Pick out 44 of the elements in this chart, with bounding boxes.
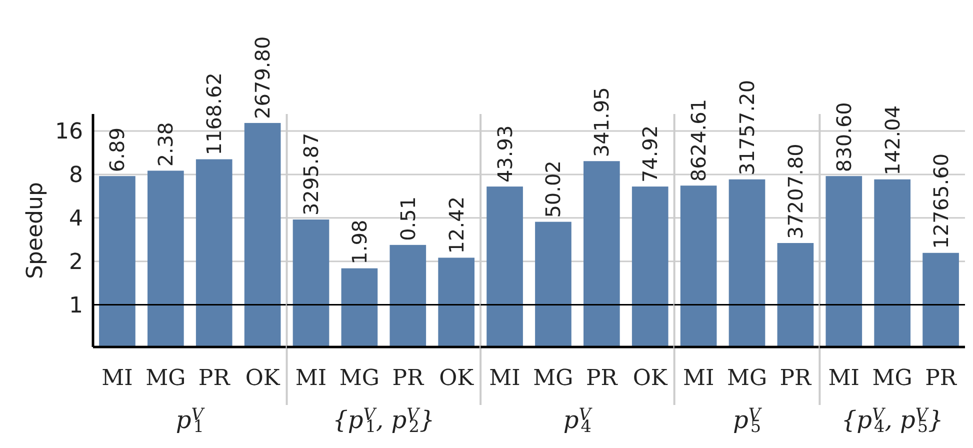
y-tick-label: 16: [55, 120, 83, 145]
x-tick-label: MG: [146, 366, 186, 391]
y-tick-label: 8: [69, 163, 83, 188]
y-tick-label: 4: [69, 206, 83, 232]
annotation: 3295.87: [299, 132, 323, 216]
annotation: 12.42: [444, 196, 468, 254]
x-tick-label: MI: [102, 366, 133, 391]
annotation: 1168.62: [202, 72, 226, 156]
x-tick-label: MI: [489, 366, 520, 391]
annotation: 12765.60: [928, 153, 953, 249]
annotation: 2679.80: [250, 36, 275, 119]
annotation: 2.38: [154, 122, 178, 167]
x-tick-label: MI: [828, 366, 860, 391]
annotation: 31757.20: [735, 80, 759, 176]
annotation: 830.60: [832, 102, 856, 172]
x-axis-title: {p$^{V}$$_{4}$, p$^{V}$$_{5}$}: [841, 404, 944, 436]
x-tick-label: MG: [339, 366, 380, 391]
y-tick-label: 1: [69, 294, 83, 318]
annotation: 43.93: [492, 125, 517, 183]
annotation: 50.02: [541, 160, 566, 218]
y-axis-title: Speedup: [23, 182, 48, 279]
annotation: 142.04: [880, 105, 904, 176]
x-tick-label: OK: [439, 366, 474, 391]
annotation: 1.98: [347, 220, 372, 264]
x-tick-label: PR: [780, 366, 813, 391]
x-tick-label: MI: [295, 366, 327, 391]
x-tick-label: PR: [925, 366, 958, 391]
x-tick-label: PR: [392, 366, 426, 391]
x-tick-label: PR: [586, 366, 619, 391]
annotation: 74.92: [638, 125, 662, 183]
annotation: 0.51: [396, 196, 420, 241]
annotation: 6.89: [105, 128, 130, 172]
x-tick-label: MG: [533, 366, 574, 391]
y-tick-label: 2: [69, 250, 83, 276]
x-tick-label: MG: [726, 366, 768, 391]
x-tick-label: OK: [245, 366, 280, 391]
annotation: 37207.80: [783, 144, 808, 240]
annotation: 8624.61: [686, 98, 711, 182]
annotation: 341.95: [590, 87, 614, 158]
x-tick-label: OK: [632, 366, 668, 391]
x-tick-label: PR: [198, 366, 232, 391]
x-tick-label: MG: [872, 366, 912, 391]
x-tick-label: MI: [682, 366, 714, 391]
x-axis-title: {p$^{V}$$_{1}$, p$^{V}$$_{2}$}: [332, 404, 435, 436]
